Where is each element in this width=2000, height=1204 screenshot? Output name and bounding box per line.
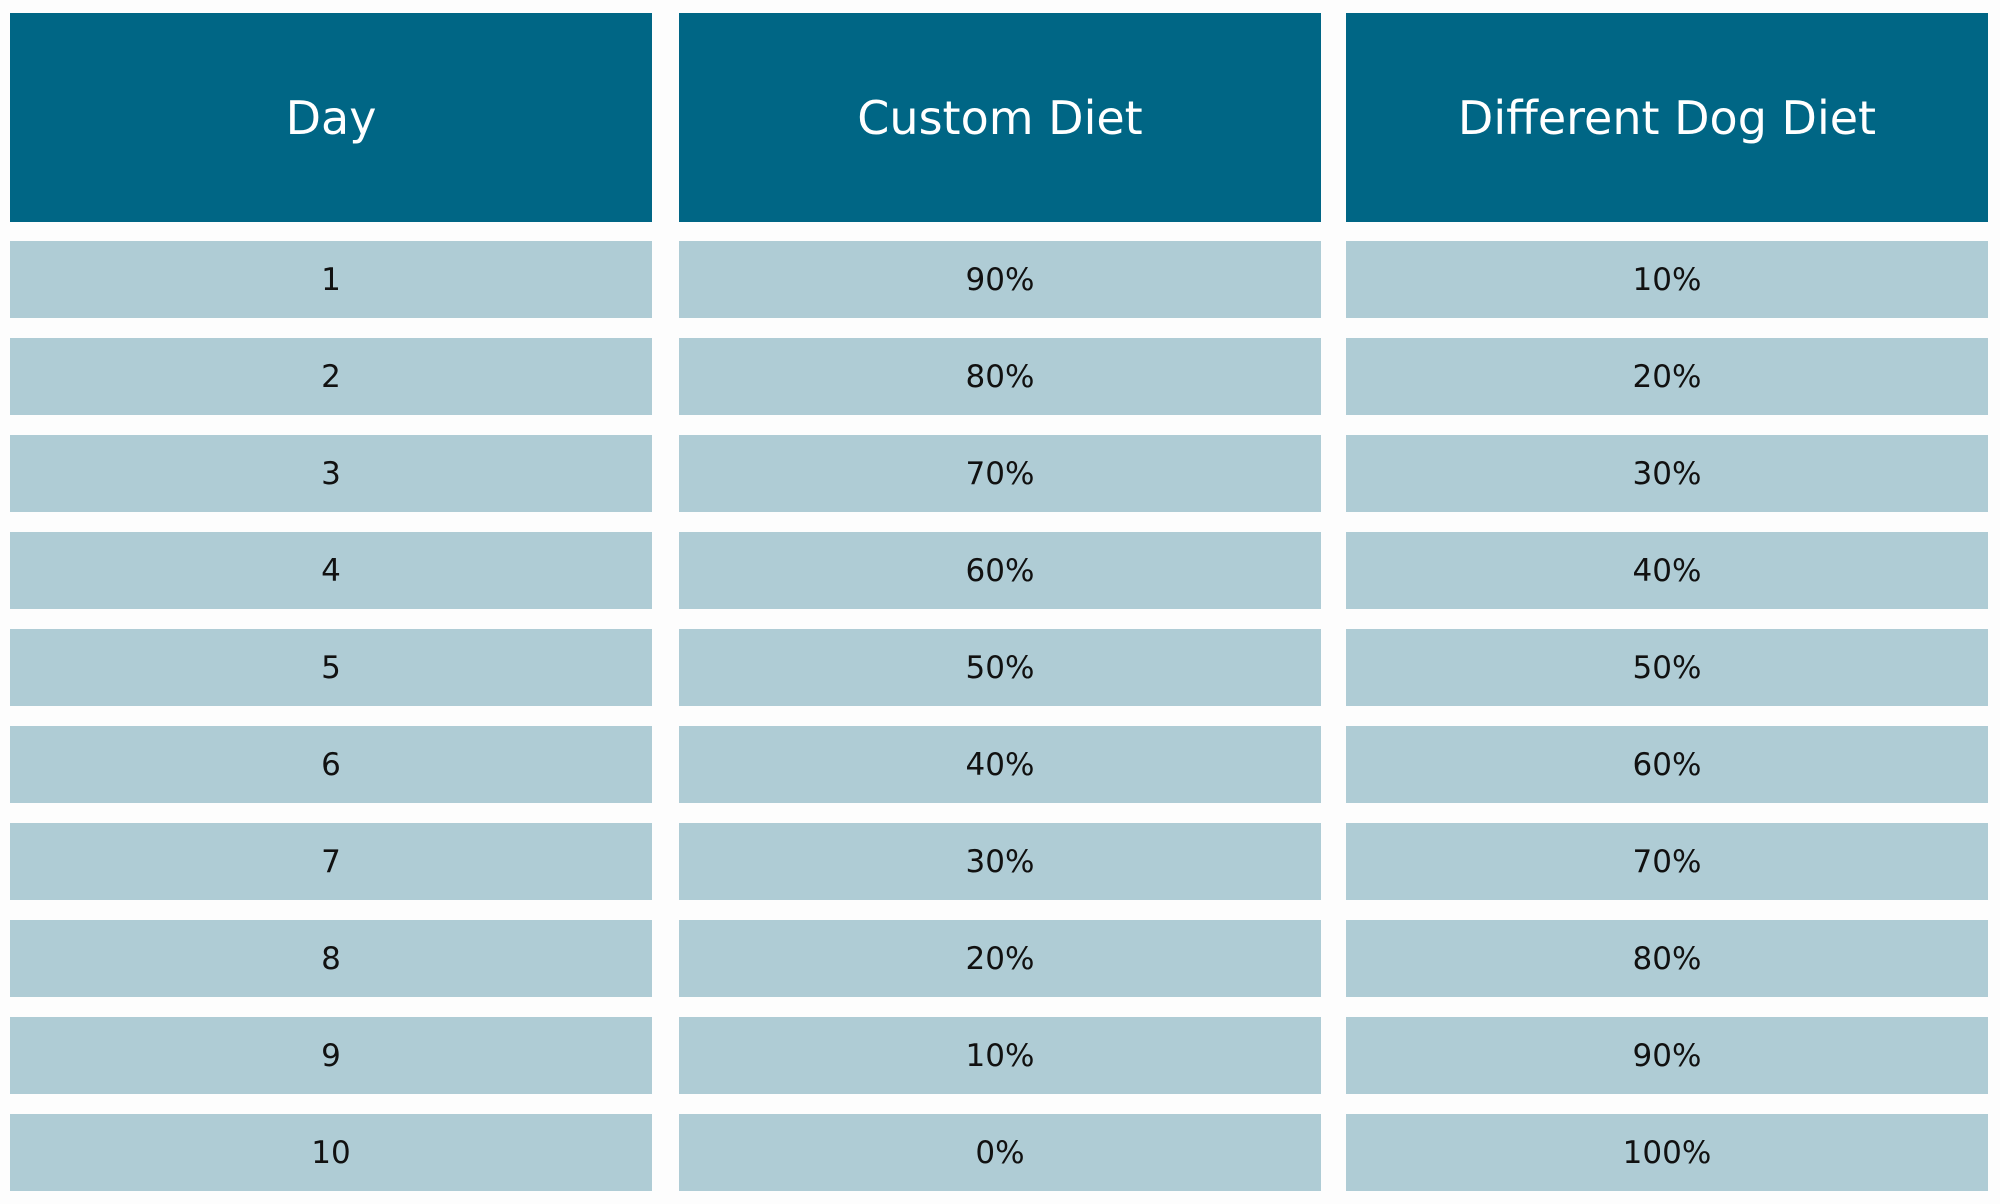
table-cell: 4 <box>10 532 652 609</box>
table-cell: 50% <box>679 629 1321 706</box>
table-cell: 10% <box>679 1017 1321 1094</box>
table-cell: 0% <box>679 1114 1321 1191</box>
table-cell: 90% <box>1346 1017 1988 1094</box>
table-cell: 20% <box>679 920 1321 997</box>
header-cell: Custom Diet <box>679 13 1321 222</box>
table-cell: 2 <box>10 338 652 415</box>
table-cell: 9 <box>10 1017 652 1094</box>
table-cell: 5 <box>10 629 652 706</box>
table-cell: 100% <box>1346 1114 1988 1191</box>
table-cell: 90% <box>679 241 1321 318</box>
table-cell: 30% <box>679 823 1321 900</box>
table-cell: 50% <box>1346 629 1988 706</box>
table-cell: 80% <box>679 338 1321 415</box>
table-cell: 3 <box>10 435 652 512</box>
table-cell: 70% <box>1346 823 1988 900</box>
table-cell: 80% <box>1346 920 1988 997</box>
table-cell: 40% <box>679 726 1321 803</box>
table-cell: 20% <box>1346 338 1988 415</box>
table-cell: 10% <box>1346 241 1988 318</box>
table-cell: 60% <box>679 532 1321 609</box>
table-cell: 40% <box>1346 532 1988 609</box>
table-cell: 6 <box>10 726 652 803</box>
table-cell: 8 <box>10 920 652 997</box>
table-cell: 30% <box>1346 435 1988 512</box>
table-cell: 10 <box>10 1114 652 1191</box>
header-cell: Day <box>10 13 652 222</box>
table-cell: 60% <box>1346 726 1988 803</box>
table-cell: 7 <box>10 823 652 900</box>
table-cell: 70% <box>679 435 1321 512</box>
header-cell: Different Dog Diet <box>1346 13 1988 222</box>
table-cell: 1 <box>10 241 652 318</box>
